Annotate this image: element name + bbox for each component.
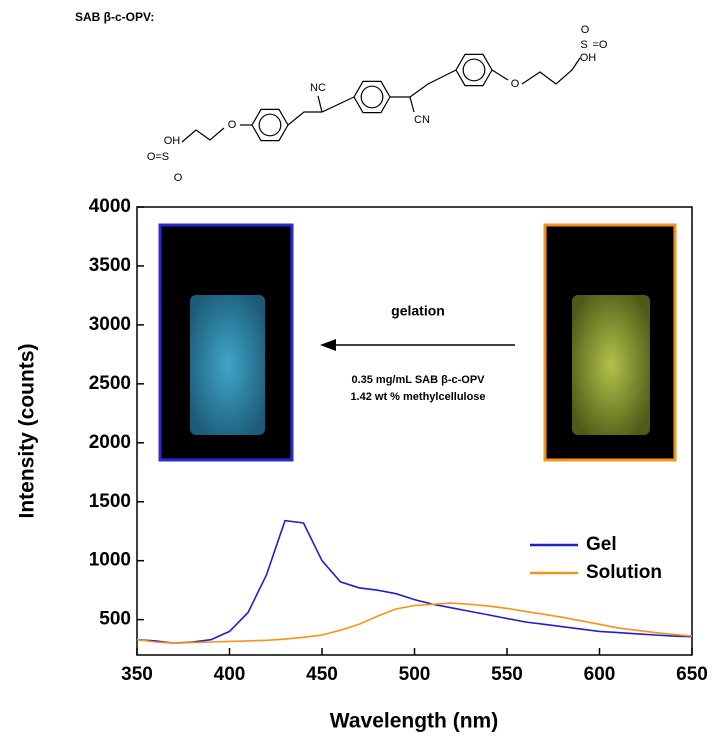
y-tick-label: 1000 [89,550,131,571]
x-tick-label: 350 [121,664,153,685]
bond [409,96,415,113]
bond [390,69,457,98]
y-tick-label: 2500 [89,373,131,394]
x-axis-label: Wavelength (nm) [330,710,498,733]
annotation: 0.35 mg/mL SAB β-c-OPV [351,374,485,386]
bond [287,96,355,126]
y-tick-label: 3000 [89,314,131,335]
x-tick-label: 600 [584,664,616,685]
x-tick-label: 650 [676,664,708,685]
structure [181,53,581,143]
x-tick-label: 550 [491,664,523,685]
atom-label: CN [414,114,430,126]
line [136,519,693,645]
atom-label: O [581,24,590,36]
atom-label: O [174,172,183,184]
annotation: 1.42 wt % methylcellulose [350,391,485,403]
ring-inner [360,85,384,109]
x-tick-label: 450 [306,664,338,685]
y-tick-label: 3500 [89,255,131,276]
x-tick-label: 500 [399,664,431,685]
atom-label: O=S [147,151,169,163]
y-tick-label: 1500 [89,491,131,512]
atom-label: S [580,39,587,51]
atom-label: O [228,119,237,131]
atom-label: OH [164,135,181,147]
atom-label: O [511,78,520,90]
atom-label: OH [580,52,597,64]
bond [521,57,581,85]
atom-label: NC [310,82,326,94]
y-tick-label: 500 [99,609,131,630]
bond [317,95,323,113]
atom-label: =O [593,39,608,51]
ring-inner [462,58,486,82]
legend-label: Gel [586,534,617,555]
legend-label: Solution [586,562,662,583]
y-axis-label: Intensity (counts) [16,343,39,518]
gel-vial [190,295,265,435]
line [136,602,693,645]
bond [491,69,509,81]
x-tick-label: 400 [214,664,246,685]
bond [181,127,225,143]
y-tick-label: 4000 [89,196,131,217]
solution-vial [572,295,650,435]
ring-inner [258,113,282,137]
annotation: gelation [391,303,445,319]
structure-label: SAB β-c-OPV: [75,10,154,24]
arrow-head [320,339,336,351]
y-tick-label: 2000 [89,432,131,453]
